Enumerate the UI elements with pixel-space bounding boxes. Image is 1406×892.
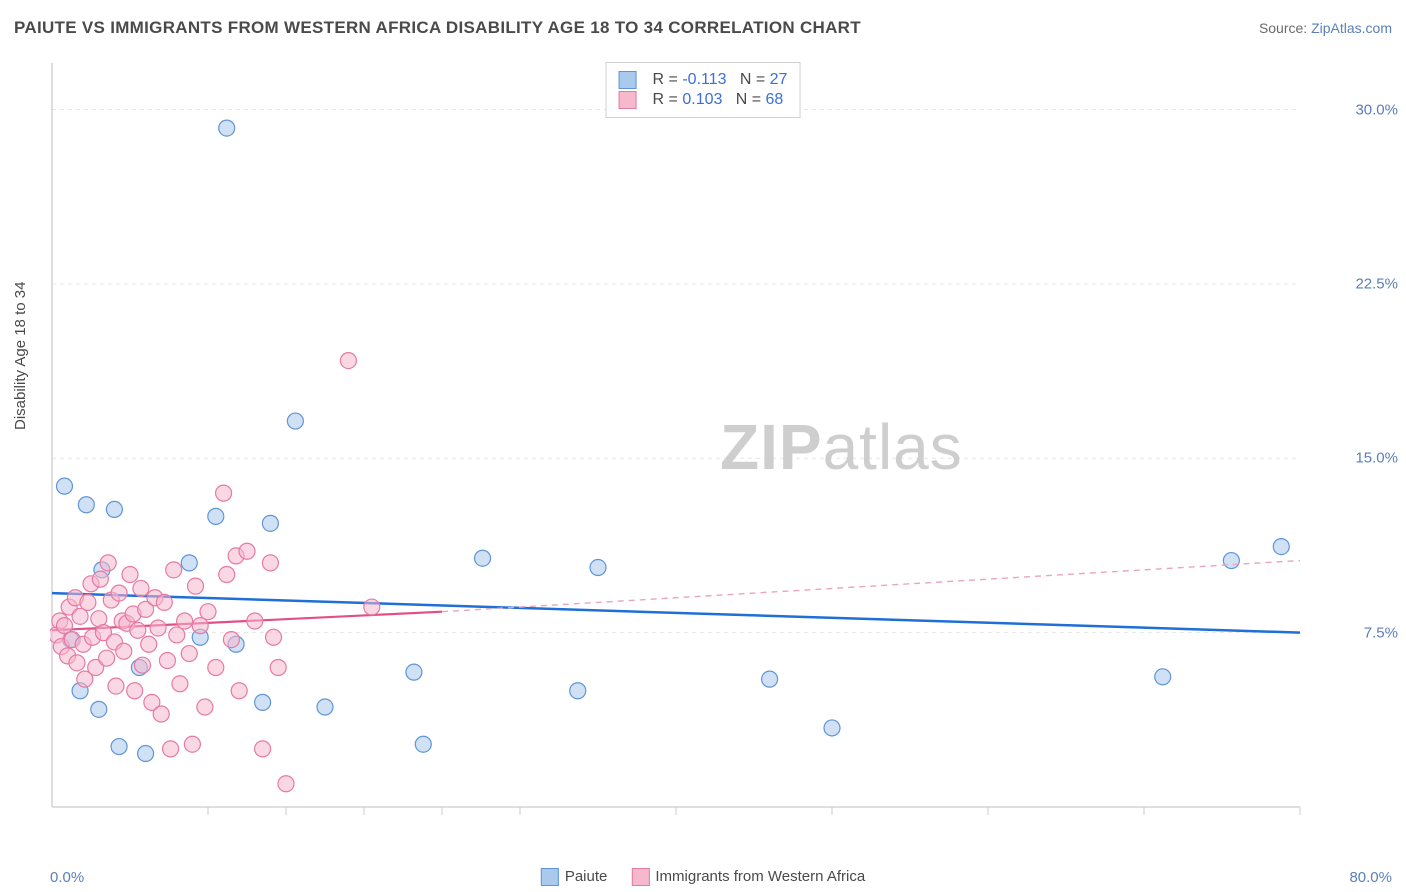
- y-tick-label: 7.5%: [1364, 624, 1398, 641]
- y-tick-label: 22.5%: [1355, 275, 1398, 292]
- y-tick-label: 15.0%: [1355, 450, 1398, 467]
- y-axis-label: Disability Age 18 to 34: [12, 282, 29, 430]
- x-axis-max-label: 80.0%: [1349, 869, 1392, 886]
- correlation-row: R = -0.113 N = 27: [619, 71, 788, 89]
- legend-swatch: [619, 91, 637, 109]
- chart-svg: [50, 55, 1350, 835]
- chart-source: Source: ZipAtlas.com: [1259, 20, 1392, 36]
- series-legend: Paiute Immigrants from Western Africa: [541, 868, 865, 886]
- chart-plot-area: [50, 55, 1350, 835]
- legend-label: Immigrants from Western Africa: [655, 868, 865, 885]
- correlation-legend: R = -0.113 N = 27 R = 0.103 N = 68: [606, 62, 801, 118]
- chart-title: PAIUTE VS IMMIGRANTS FROM WESTERN AFRICA…: [14, 18, 861, 38]
- legend-swatch: [541, 868, 559, 886]
- chart-header: PAIUTE VS IMMIGRANTS FROM WESTERN AFRICA…: [14, 18, 1392, 38]
- legend-label: Paiute: [565, 868, 608, 885]
- x-axis-min-label: 0.0%: [50, 869, 84, 886]
- y-tick-label: 30.0%: [1355, 101, 1398, 118]
- legend-swatch: [631, 868, 649, 886]
- correlation-row: R = 0.103 N = 68: [619, 91, 788, 109]
- legend-swatch: [619, 71, 637, 89]
- source-link[interactable]: ZipAtlas.com: [1311, 20, 1392, 36]
- legend-item: Immigrants from Western Africa: [631, 868, 865, 886]
- legend-item: Paiute: [541, 868, 608, 886]
